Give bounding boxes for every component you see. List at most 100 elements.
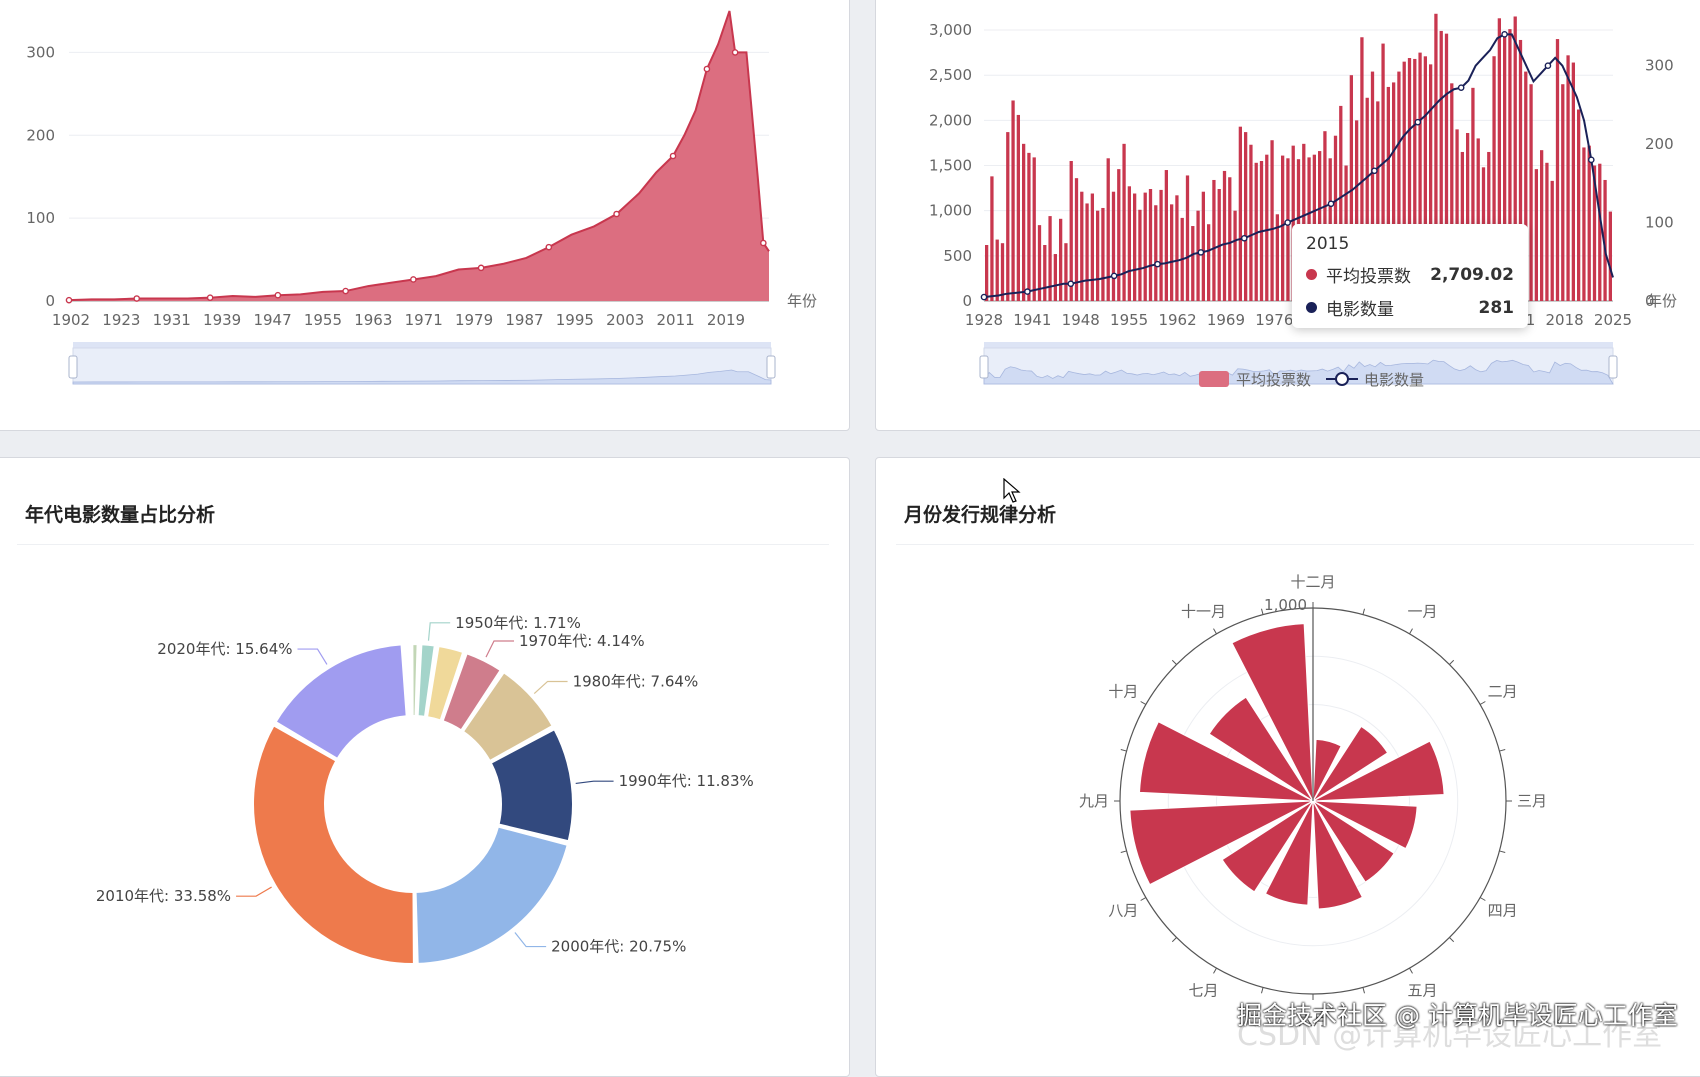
bar <box>1508 29 1512 302</box>
x-tick-label: 1979 <box>455 311 493 329</box>
bar <box>1228 177 1232 301</box>
polar-tick <box>1362 987 1365 994</box>
y-tick-label-left: 1,500 <box>929 157 972 175</box>
bar <box>985 245 989 301</box>
polar-bar <box>1138 721 1314 802</box>
x-tick-label: 1969 <box>1207 311 1245 329</box>
legend-swatch-votes <box>1199 371 1229 387</box>
pie-label: 2010年代: 33.58% <box>96 887 231 905</box>
tooltip-count-value: 281 <box>1478 297 1515 318</box>
line-point <box>1588 156 1595 164</box>
bar <box>1413 58 1417 301</box>
month-label: 十二月 <box>1290 573 1335 591</box>
bar <box>1291 145 1295 301</box>
count-line <box>983 33 1614 299</box>
pie-label: 1980年代: 7.64% <box>573 672 699 690</box>
polar-tick <box>1261 987 1264 994</box>
bar <box>1365 97 1369 301</box>
polar-tick <box>1449 937 1455 943</box>
bar <box>1566 55 1570 302</box>
pie-slice <box>426 645 465 722</box>
pie-slice <box>411 643 419 718</box>
bar <box>1037 225 1042 301</box>
bar <box>1582 147 1586 301</box>
zoom-handle-right <box>766 355 776 379</box>
bar <box>1143 192 1147 301</box>
month-label: 三月 <box>1517 792 1547 810</box>
bar <box>1032 157 1036 301</box>
bar <box>1376 101 1380 301</box>
line-point <box>1327 200 1335 208</box>
bar <box>1154 205 1158 301</box>
line-point <box>1457 84 1465 91</box>
tooltip-year: 2015 <box>1306 234 1350 254</box>
bar <box>1022 143 1026 301</box>
polar-bar <box>1231 623 1314 802</box>
bar <box>1392 82 1396 301</box>
month-label: 一月 <box>1407 602 1437 620</box>
area-fill <box>69 11 769 301</box>
bar <box>1407 58 1412 301</box>
x-tick-label: 2011 <box>657 311 695 329</box>
bar <box>1196 210 1200 301</box>
bar <box>1423 56 1427 301</box>
bar-line-chart: 0 500 1,000 1,500 2,000 2,500 3,000 0 100 200 300 年… <box>929 13 1677 389</box>
pie-label: 1970年代: 4.14% <box>519 632 645 650</box>
polar-bar <box>1221 800 1314 893</box>
bar <box>1429 64 1433 302</box>
legend-marker-count <box>1335 372 1349 386</box>
bar <box>1370 71 1375 301</box>
pie-slice <box>489 728 574 843</box>
x-tick-label: 1955 <box>304 311 342 329</box>
line-point <box>1197 249 1205 256</box>
line-point <box>1067 280 1075 288</box>
line-point <box>980 293 988 301</box>
bar <box>1201 191 1205 301</box>
polar-bar <box>1312 800 1363 910</box>
polar-tick <box>1499 749 1506 752</box>
bar <box>1106 158 1110 301</box>
month-label: 八月 <box>1108 902 1138 920</box>
polar-tick <box>1479 701 1486 705</box>
bar <box>1191 226 1195 301</box>
decade-donut-chart: 1950年代: 1.71%1970年代: 4.14% 1980年代: 7.64% 1… <box>96 614 754 965</box>
month-label: 七月 <box>1188 982 1218 1000</box>
month-label: 十月 <box>1108 683 1138 701</box>
line-point <box>1544 62 1552 70</box>
bar <box>1302 143 1306 301</box>
bar <box>1450 83 1454 302</box>
bar <box>1170 204 1174 301</box>
bar <box>1233 210 1237 301</box>
bar <box>1090 193 1094 301</box>
y-tick-label: 300 <box>26 43 55 61</box>
pie-label: 1950年代: 1.71% <box>455 614 581 632</box>
pie-label: 2020年代: 15.64% <box>157 640 292 658</box>
pie-slice <box>274 643 408 760</box>
data-point <box>669 152 677 160</box>
bar <box>1339 105 1343 301</box>
polar-tick <box>1213 967 1217 974</box>
pie-label-line <box>514 932 547 948</box>
zoom-preview <box>72 369 772 385</box>
x-tick-label: 1963 <box>354 311 392 329</box>
month-label: 五月 <box>1407 982 1437 1000</box>
x-tick-label: 1902 <box>52 311 90 329</box>
data-point <box>477 264 485 272</box>
line-point <box>1284 219 1291 226</box>
y-tick-label-left: 0 <box>962 292 972 310</box>
x-tick-label: 1976 <box>1255 311 1293 329</box>
pie-label-line <box>575 780 614 785</box>
bar <box>1175 195 1179 301</box>
x-tick-label: 1987 <box>505 311 543 329</box>
bar <box>1545 162 1549 301</box>
line-point <box>1501 31 1508 38</box>
area-line <box>68 10 770 302</box>
bar <box>1513 16 1517 301</box>
pie-slice <box>414 825 569 965</box>
line-point <box>1154 260 1161 268</box>
line-point <box>1240 234 1248 242</box>
polar-tick <box>1261 608 1264 615</box>
bar <box>1027 152 1031 301</box>
bar <box>1503 35 1507 302</box>
polar-tick <box>1140 701 1147 705</box>
